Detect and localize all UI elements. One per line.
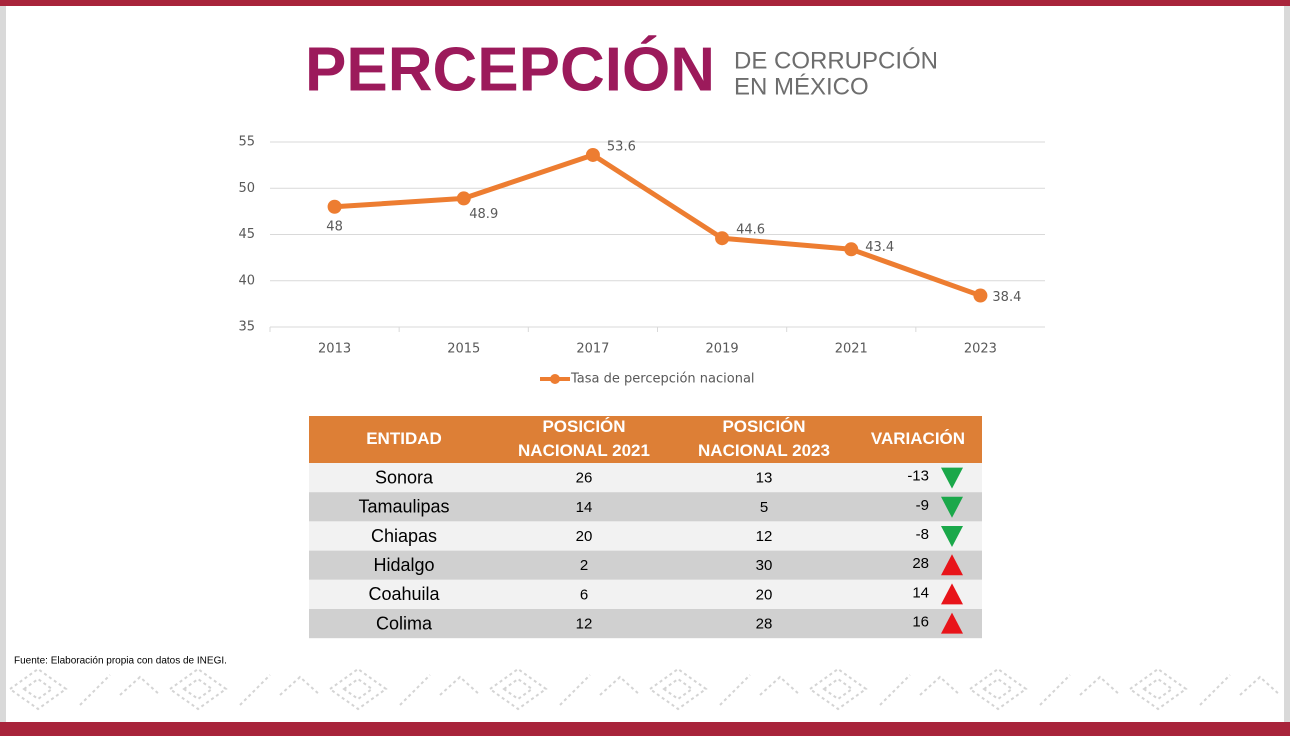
up-arrow — [941, 583, 963, 605]
header-cell: VARIACIÓN — [871, 429, 965, 448]
marker — [327, 199, 342, 214]
data-label: 48 — [326, 219, 343, 234]
data-label: 53.6 — [607, 139, 636, 154]
table-header — [309, 416, 982, 463]
header-cell: NACIONAL 2021 — [518, 441, 650, 460]
cell: 6 — [580, 586, 588, 603]
cell: Chiapas — [371, 526, 437, 546]
y-tick-label: 50 — [238, 181, 255, 196]
source: Fuente: Elaboración propia con datos de … — [14, 656, 227, 667]
x-tick-label: 2021 — [835, 342, 868, 357]
data-label: 43.4 — [865, 240, 894, 255]
up-arrow — [941, 554, 963, 576]
line — [334, 152, 982, 298]
cell: 20 — [576, 528, 593, 545]
cell: 12 — [576, 616, 593, 633]
top-bar — [0, 0, 1290, 6]
cell: Hidalgo — [373, 555, 434, 575]
header-cell: POSICIÓN — [542, 417, 625, 436]
cell: 14 — [912, 584, 929, 601]
cell: -13 — [907, 468, 929, 485]
cell: -9 — [916, 497, 929, 514]
cell: 28 — [912, 555, 929, 572]
x-tick-label: 2017 — [576, 342, 609, 357]
cell: Colima — [376, 613, 433, 633]
data-label: 38.4 — [992, 290, 1021, 305]
data-label: 44.6 — [736, 223, 765, 238]
cell: 28 — [756, 616, 773, 633]
cell: 12 — [756, 528, 773, 545]
cell: Sonora — [375, 467, 434, 487]
table-row — [309, 579, 982, 609]
cell: 16 — [912, 614, 929, 631]
table-row — [309, 609, 982, 639]
legend-marker — [550, 374, 560, 384]
cell: Tamaulipas — [358, 497, 449, 517]
cell: 26 — [576, 470, 593, 487]
cell: -8 — [916, 526, 929, 543]
x-tick-label: 2013 — [318, 342, 351, 357]
down-arrow — [941, 496, 963, 518]
marker — [585, 147, 600, 162]
cell: 13 — [756, 470, 773, 487]
table-row — [309, 463, 982, 493]
marker — [973, 288, 988, 303]
y-tick-label: 45 — [238, 227, 255, 242]
y-tick-label: 35 — [238, 320, 255, 335]
y-tick-label: 40 — [238, 273, 255, 288]
table-row — [309, 492, 982, 522]
cell: 30 — [756, 557, 773, 574]
table-row — [309, 521, 982, 551]
subtitle: EN MÉXICO — [734, 73, 869, 100]
legend-label: Tasa de percepción nacional — [570, 372, 755, 387]
marker — [844, 242, 859, 257]
table-row — [309, 550, 982, 580]
header-cell: ENTIDAD — [366, 429, 442, 448]
cell: 2 — [580, 557, 588, 574]
header-cell: POSICIÓN — [722, 417, 805, 436]
down-arrow — [941, 467, 963, 489]
cell: 14 — [576, 499, 593, 516]
down-arrow — [941, 526, 963, 547]
cell: 5 — [760, 499, 768, 516]
x-tick-label: 2015 — [447, 342, 480, 357]
x-tick-label: 2023 — [964, 342, 997, 357]
decoration — [6, 665, 1284, 711]
cell: 20 — [756, 586, 773, 603]
bottom-bar — [0, 722, 1290, 736]
marker — [715, 231, 730, 246]
up-arrow — [941, 612, 963, 634]
marker — [456, 191, 471, 206]
y-tick-label: 55 — [238, 135, 255, 150]
subtitle: DE CORRUPCIÓN — [734, 47, 938, 74]
x-tick-label: 2019 — [706, 342, 739, 357]
title: PERCEPCIÓN — [305, 35, 715, 104]
cell: Coahuila — [368, 584, 440, 604]
header-cell: NACIONAL 2023 — [698, 441, 830, 460]
data-label: 48.9 — [469, 207, 498, 222]
